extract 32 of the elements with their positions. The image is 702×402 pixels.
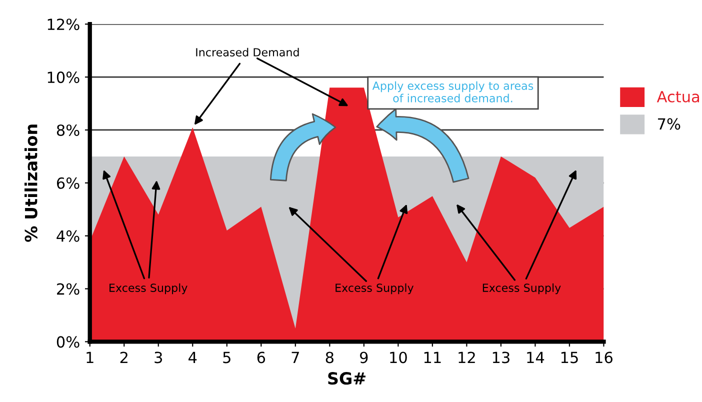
y-tick-label: 12% [48, 18, 80, 30]
annotation: Increased Demand [196, 48, 299, 56]
x-tick-label: 5 [223, 352, 230, 364]
x-tick-label: 9 [360, 352, 368, 364]
x-tick-label: 10 [390, 352, 407, 364]
x-tick-label: 7 [292, 352, 299, 364]
y-tick-label: 8% [56, 124, 80, 136]
legend-label: 7% [658, 118, 680, 130]
x-axis-title: SG# [328, 372, 366, 385]
y-tick-label: 4% [56, 230, 80, 242]
legend-label: Actua [656, 91, 700, 102]
x-tick-label: 1 [86, 352, 94, 364]
x-tick-label: 15 [561, 352, 578, 364]
x-tick-label: 16 [596, 352, 612, 364]
x-tick-label: 4 [188, 352, 197, 364]
y-tick-label: 2% [57, 283, 80, 295]
x-tick-label: 13 [492, 352, 510, 364]
y-axis-title: % Utilization [24, 124, 38, 242]
y-tick-label: 0% [56, 336, 80, 348]
annotation: Apply excess supply to areas of increased demand. [372, 81, 534, 102]
x-tick-label: 3 [154, 352, 162, 364]
x-tick-label: 12 [458, 352, 475, 364]
y-tick-label: 6% [56, 177, 80, 189]
x-tick-label: 11 [424, 352, 441, 364]
annotation: Excess Supply [482, 283, 561, 294]
x-tick-label: 6 [257, 352, 266, 364]
x-tick-label: 2 [120, 352, 128, 364]
annotation: Excess Supply [336, 283, 414, 294]
x-tick-label: 14 [527, 352, 544, 364]
x-tick-label: 8 [326, 352, 334, 364]
annotation: Excess Supply [110, 283, 188, 294]
y-tick-label: 10% [48, 72, 80, 84]
